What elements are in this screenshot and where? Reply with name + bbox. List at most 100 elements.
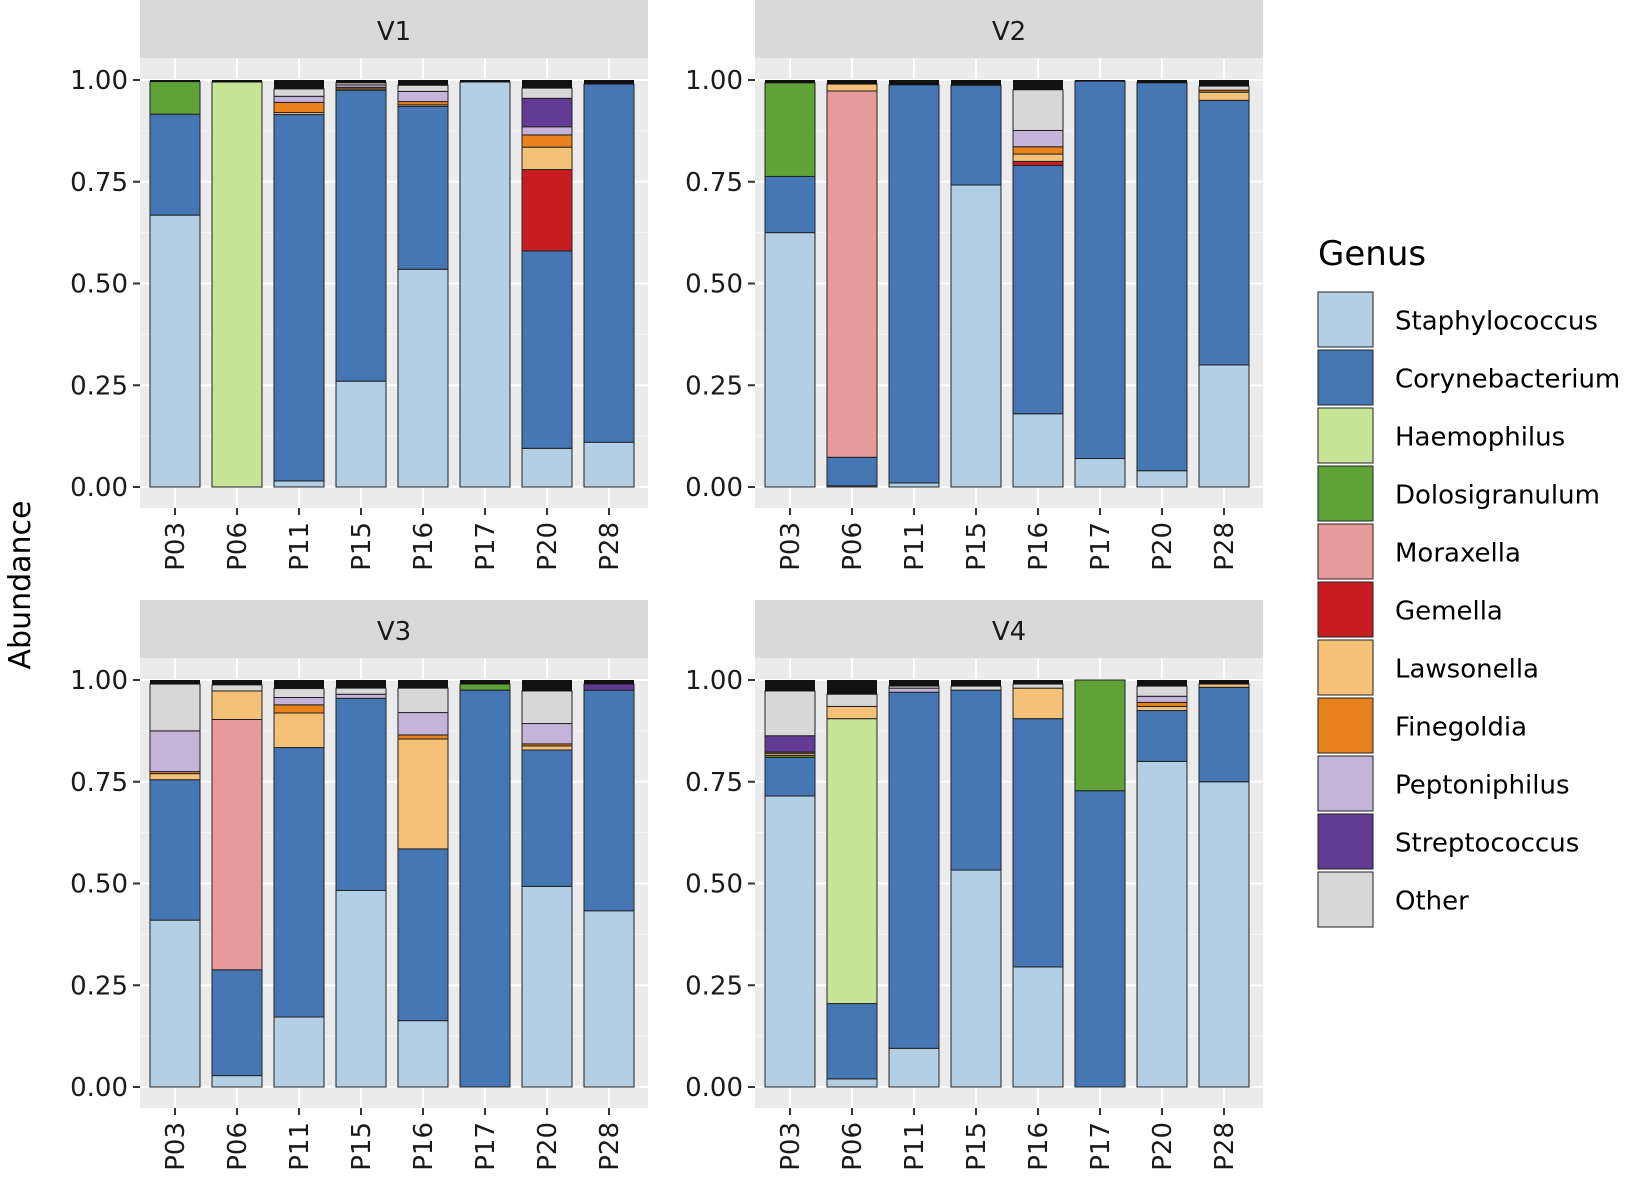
bar-segment-other	[1198, 85, 1250, 91]
bar-segment-peptoniphilus	[335, 693, 387, 699]
bar-segment-corynebacterium	[583, 83, 635, 443]
bar-segment-moraxella	[211, 718, 263, 971]
bar-segment-staphylococcus	[1136, 470, 1188, 488]
facet-panels: V1 0.00 0.25 0.50 0.75 1.00 P03 P06 P11 P15 P16 P17…	[70, 0, 1263, 1171]
x-tick-label: P03	[161, 1122, 191, 1171]
bar-segment-peptoniphilus	[1012, 129, 1064, 148]
bar-segment-staphylococcus	[273, 480, 325, 488]
bar-segment-staphylococcus	[583, 441, 635, 488]
bar-segment-other	[888, 685, 940, 689]
x-tick-label: P11	[900, 522, 930, 571]
bar-segment-other	[521, 87, 573, 99]
bar-segment-other	[149, 683, 201, 732]
facet-strip	[755, 0, 1263, 58]
bar-segment-lawsonella	[1198, 91, 1250, 101]
bar-segment-corynebacterium	[273, 114, 325, 482]
bar-segment-corynebacterium	[397, 105, 449, 270]
legend-label: Haemophilus	[1395, 423, 1565, 453]
legend-label: Lawsonella	[1395, 655, 1539, 685]
x-tick-label: P03	[776, 1122, 806, 1171]
legend: Genus Staphylococcus Corynebacterium Haemo…	[1317, 234, 1620, 928]
x-tick-label: P16	[409, 1122, 439, 1171]
bar-segment-remainder	[336, 80, 386, 83]
bar-p11	[273, 80, 325, 488]
bar-p11	[888, 680, 940, 1088]
x-tick-label: P15	[962, 1122, 992, 1171]
bar-segment-lawsonella	[1012, 153, 1064, 162]
y-tick-label: 0.75	[70, 768, 128, 798]
bar-segment-corynebacterium	[826, 1003, 878, 1080]
legend-swatch	[1317, 581, 1374, 638]
bar-segment-other	[1136, 685, 1188, 697]
bar-segment-finegoldia	[273, 101, 325, 114]
legend-label: Other	[1395, 887, 1469, 917]
bar-p06	[826, 80, 878, 488]
bar-p28	[1198, 680, 1250, 1088]
bar-segment-finegoldia	[521, 134, 573, 148]
bar-segment-corynebacterium	[211, 969, 263, 1077]
x-tick-label: P28	[1210, 522, 1240, 571]
bar-segment-corynebacterium	[583, 689, 635, 912]
bar-segment-corynebacterium	[149, 779, 201, 921]
bar-segment-staphylococcus	[950, 869, 1002, 1088]
legend-swatch	[1317, 465, 1374, 522]
x-tick-label: P28	[1210, 1122, 1240, 1171]
bar-segment-staphylococcus	[149, 214, 201, 488]
bar-segment-other	[211, 684, 263, 692]
bar-segment-remainder	[522, 680, 572, 691]
bar-p06	[211, 80, 263, 488]
bar-p28	[583, 680, 635, 1088]
bar-segment-remainder	[212, 680, 262, 685]
x-tick-label: P20	[1148, 522, 1178, 571]
bar-p15	[335, 680, 387, 1088]
legend-item-haemophilus: Haemophilus	[1317, 407, 1565, 464]
bar-segment-staphylococcus	[950, 184, 1002, 488]
y-tick-label: 0.25	[685, 371, 743, 401]
legend-item-streptococcus: Streptococcus	[1317, 813, 1579, 870]
bar-segment-remainder	[765, 80, 815, 83]
legend-item-gemella: Gemella	[1317, 581, 1503, 638]
bar-segment-dolosigranulum	[764, 82, 816, 177]
legend-label: Corynebacterium	[1395, 365, 1620, 395]
bar-segment-corynebacterium	[764, 175, 816, 234]
x-tick-label: P17	[471, 522, 501, 571]
bar-p15	[950, 680, 1002, 1088]
bar-p03	[149, 680, 201, 1088]
bar-p20	[521, 680, 573, 1088]
bar-segment-lawsonella	[211, 690, 263, 720]
bar-segment-other	[397, 84, 449, 92]
facet-strip	[140, 0, 648, 58]
x-tick-label: P15	[962, 522, 992, 571]
facet-strip-label: V1	[377, 17, 411, 47]
bar-p17	[1074, 80, 1126, 488]
bar-segment-peptoniphilus	[397, 90, 449, 103]
bar-segment-dolosigranulum	[149, 81, 201, 115]
bar-segment-remainder	[584, 80, 634, 85]
y-tick-label: 0.50	[70, 870, 128, 900]
bar-segment-corynebacterium	[764, 756, 816, 797]
legend-label: Peptoniphilus	[1395, 771, 1570, 801]
bar-p16	[1012, 80, 1064, 488]
y-tick-label: 0.50	[70, 270, 128, 300]
facet-strip-label: V3	[377, 617, 411, 647]
bar-segment-lawsonella	[826, 83, 878, 92]
x-tick-label: P17	[1086, 522, 1116, 571]
x-tick-label: P17	[471, 1122, 501, 1171]
bar-segment-haemophilus	[211, 81, 263, 488]
bar-p03	[764, 680, 816, 1088]
x-tick-label: P28	[595, 522, 625, 571]
bar-segment-lawsonella	[397, 738, 449, 850]
x-tick-label: P06	[838, 1122, 868, 1171]
bar-segment-other	[950, 685, 1002, 691]
bar-segment-peptoniphilus	[888, 687, 940, 693]
bar-segment-other	[397, 687, 449, 714]
bar-segment-remainder	[1137, 680, 1187, 687]
x-tick-label: P16	[409, 522, 439, 571]
legend-item-peptoniphilus: Peptoniphilus	[1317, 755, 1570, 812]
bar-segment-remainder	[951, 80, 1001, 86]
bar-segment-corynebacterium	[826, 456, 878, 487]
bar-segment-streptococcus	[764, 735, 816, 753]
bar-segment-corynebacterium	[1198, 99, 1250, 366]
bar-p06	[826, 680, 878, 1088]
